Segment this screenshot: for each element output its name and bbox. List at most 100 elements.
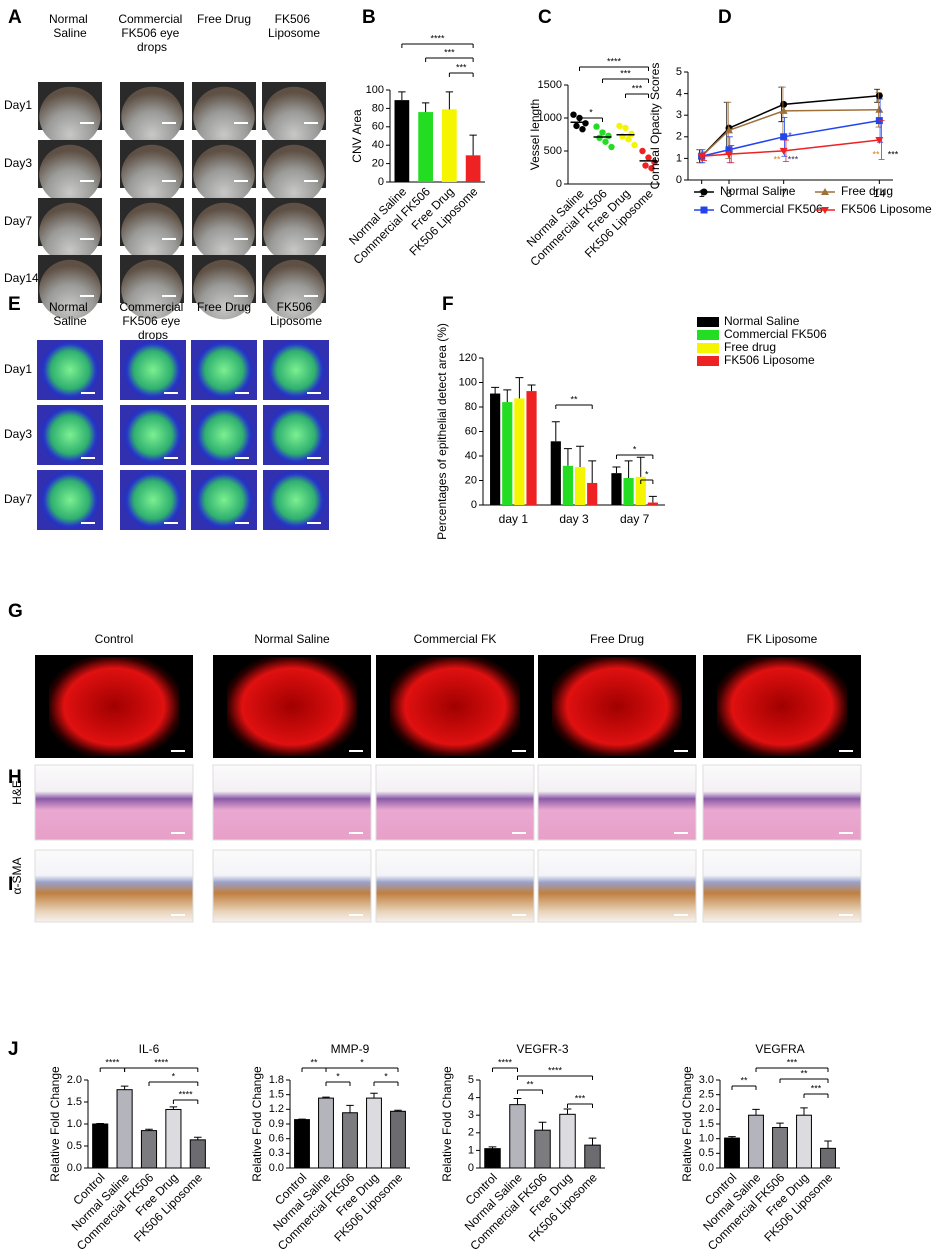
eye-photo [267, 471, 325, 529]
bar [562, 465, 574, 505]
error-bar [538, 1121, 547, 1131]
chart-title: VEGFR-3 [516, 1042, 568, 1056]
marker [725, 146, 733, 154]
significance-label: *** [632, 83, 643, 93]
bar [587, 482, 598, 505]
data-point [570, 111, 577, 118]
eye-photo [124, 406, 182, 464]
error-bar [624, 460, 633, 479]
panel-letter: G [8, 601, 23, 622]
flatmount-photo [49, 657, 179, 756]
error-bar [588, 460, 597, 483]
bar [294, 1119, 310, 1169]
y-tick-label: 0.9 [269, 1118, 284, 1130]
flatmount-photo [227, 657, 357, 756]
chart-title: MMP-9 [331, 1042, 370, 1056]
legend-label: Commercial FK506 [720, 202, 823, 216]
panel-letter: A [8, 7, 22, 28]
marker [875, 137, 884, 145]
error-bar [488, 1146, 497, 1149]
y-tick-label: 1.0 [67, 1118, 82, 1130]
column-header: Commercial FK506 eye drops [119, 300, 186, 342]
bar [796, 1114, 812, 1169]
flatmount-photo [390, 657, 520, 756]
y-axis-label: Relative Fold Change [680, 1066, 694, 1182]
legend-marker [700, 188, 708, 196]
column-header: FK506 Liposome [268, 12, 320, 40]
y-tick-label: 0.3 [269, 1147, 284, 1159]
eye-photo [121, 259, 183, 320]
significance-label: **** [179, 1089, 194, 1099]
y-axis-label: Relative Fold Change [48, 1066, 62, 1182]
significance-label: * [633, 444, 637, 454]
legend-label: Free drug [724, 340, 776, 354]
marker [780, 100, 788, 108]
legend-swatch [697, 356, 719, 366]
error-bar [527, 384, 536, 392]
y-tick-label: 3 [676, 109, 682, 121]
section-photo [537, 764, 697, 841]
column-header: Commercial FK506 eye drops [118, 12, 185, 54]
panel-letter: E [8, 294, 21, 315]
legend-label: Free drug [841, 184, 893, 198]
series-line [701, 139, 880, 157]
significance-label: * [645, 469, 649, 479]
bar [623, 478, 634, 505]
column-header: Commercial FK [414, 632, 497, 646]
bar [140, 1130, 158, 1169]
significance-label: * [384, 1071, 388, 1081]
significance-label: * [172, 1071, 176, 1081]
y-tick-label: 20 [465, 474, 477, 486]
y-tick-label: 3 [468, 1109, 474, 1121]
significance-label: *** [787, 1057, 798, 1067]
marker [780, 133, 788, 141]
y-tick-label: 2.5 [699, 1089, 714, 1101]
y-tick-label: 0.0 [269, 1162, 284, 1174]
y-tick-label: 0.0 [699, 1162, 714, 1174]
y-tick-label: 20 [372, 158, 384, 170]
y-tick-label: 2 [468, 1127, 474, 1139]
data-point [648, 164, 655, 172]
bar [394, 100, 410, 182]
column-header: Normal Saline [254, 632, 330, 646]
eye-photo [193, 144, 255, 205]
bar [490, 393, 501, 505]
panel-letter: C [538, 7, 552, 28]
y-tick-label: 0.6 [269, 1133, 284, 1145]
eye-photo [121, 202, 183, 263]
panel-letter: H [8, 767, 22, 788]
significance-label: ** [310, 1057, 318, 1067]
y-tick-label: 4 [676, 88, 682, 100]
series-line [701, 119, 880, 157]
y-tick-label: 1500 [538, 79, 562, 91]
bar [611, 473, 622, 505]
error-bar [469, 134, 477, 156]
column-header: FK506 Liposome [270, 300, 322, 328]
error-bar [515, 377, 524, 399]
significance-label: * [589, 107, 593, 117]
error-bar [503, 389, 512, 403]
y-tick-label: 0 [471, 499, 477, 511]
legend-marker [700, 206, 708, 214]
error-bar [776, 1122, 784, 1128]
x-tick-label: 3 [726, 188, 732, 200]
significance-label: *** [575, 1093, 586, 1103]
y-tick-label: 2.0 [699, 1103, 714, 1115]
y-tick-label: 120 [459, 352, 477, 364]
significance-label: *** [620, 68, 631, 78]
marker [725, 151, 733, 159]
bar [574, 467, 586, 505]
bar [820, 1147, 836, 1169]
significance-label: ** [773, 154, 781, 164]
row-label: Day3 [4, 427, 32, 441]
error-bar [551, 421, 560, 442]
data-point [642, 162, 649, 169]
column-header: Free Drug [197, 12, 251, 26]
y-tick-label: 0 [556, 178, 562, 190]
row-label: Day1 [4, 98, 32, 112]
eye-photo [39, 144, 101, 205]
y-tick-label: 1 [468, 1144, 474, 1156]
eye-photo [124, 341, 182, 399]
y-tick-label: 1.0 [699, 1133, 714, 1145]
column-header: Control [95, 632, 134, 646]
